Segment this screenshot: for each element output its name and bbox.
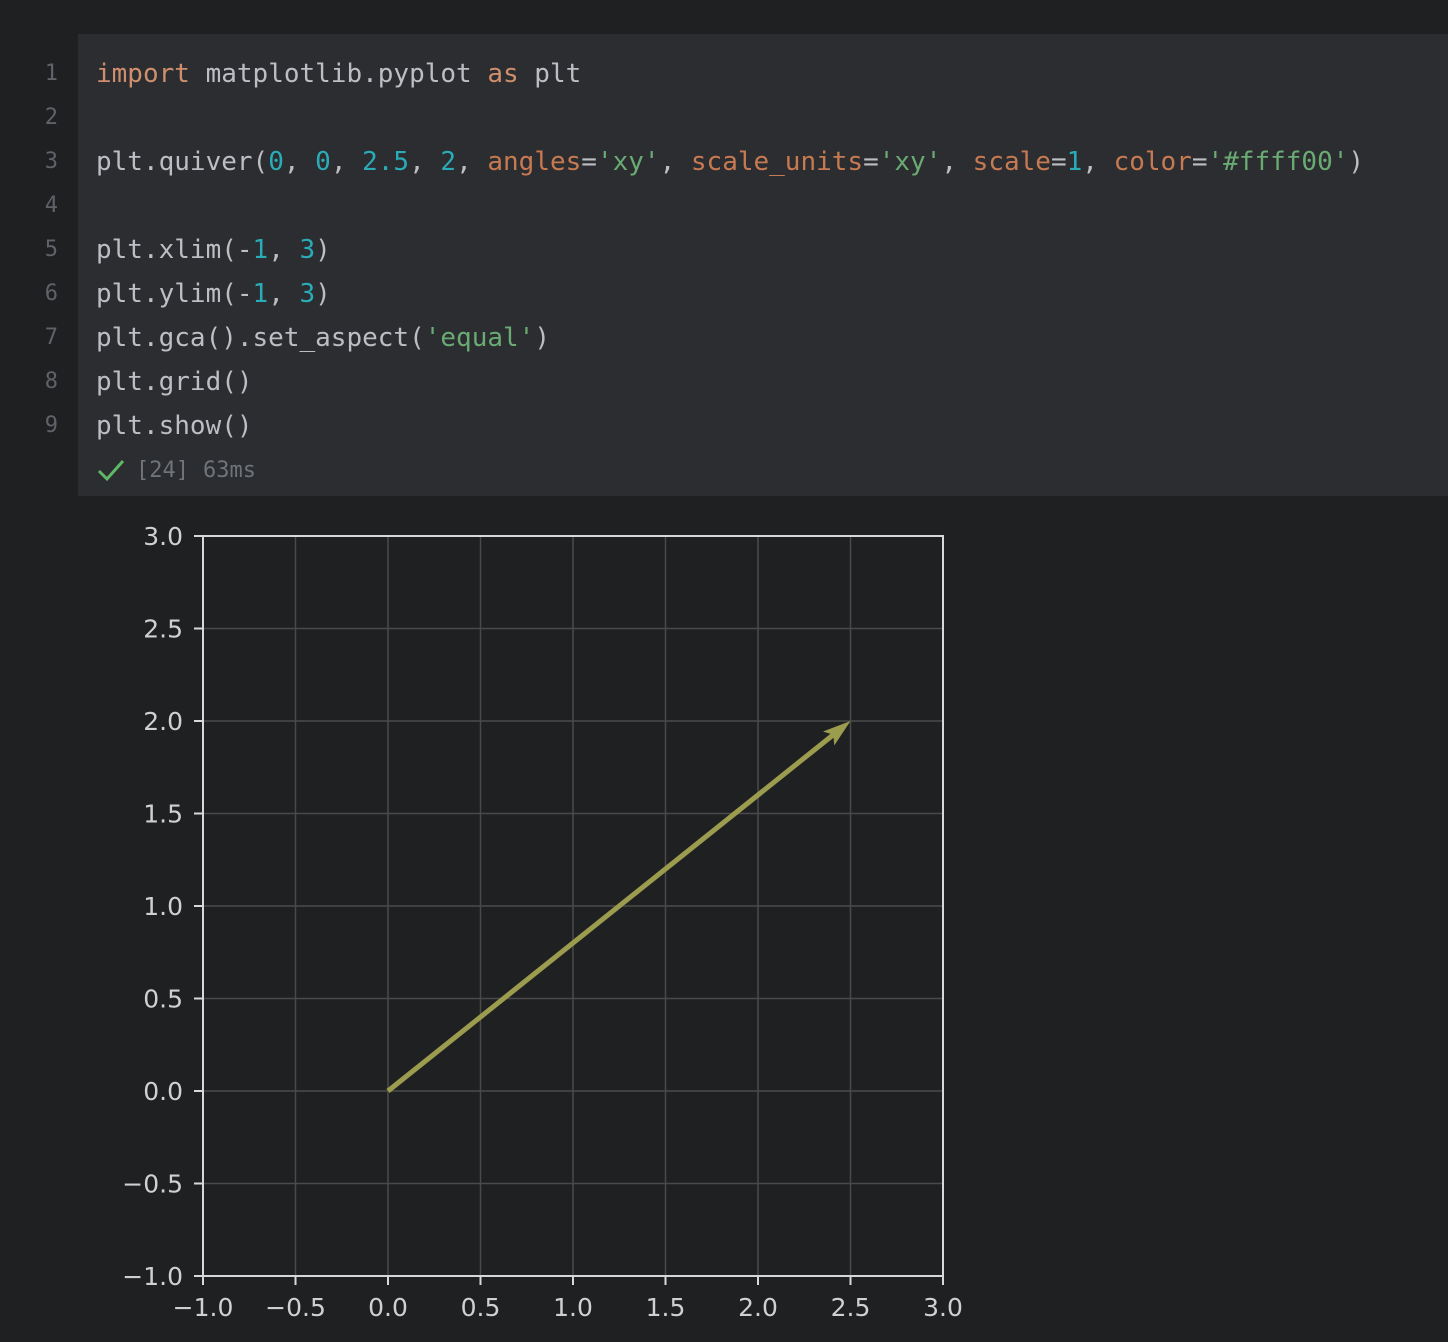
code-token: =: [1050, 147, 1067, 177]
y-tick-label: −0.5: [122, 1170, 183, 1199]
code-token: =: [1191, 147, 1208, 177]
line-number: 6: [44, 281, 58, 306]
x-tick-label: −1.0: [173, 1293, 234, 1322]
code-token: ): [1348, 147, 1365, 177]
line-number: 9: [44, 413, 58, 438]
code-token: ,: [283, 147, 316, 177]
code-token: angles: [487, 147, 582, 177]
code-line[interactable]: plt.quiver(0, 0, 2.5, 2, angles='xy', sc…: [96, 140, 1364, 184]
code-cell[interactable]: [78, 34, 1448, 496]
code-token: plt.show(): [96, 411, 253, 441]
code-token: as: [487, 59, 519, 89]
code-token: '#ffff00': [1207, 147, 1349, 177]
code-line[interactable]: plt.xlim(-1, 3): [96, 228, 331, 272]
code-token: plt.quiver(: [96, 147, 269, 177]
quiver-arrow-shaft: [386, 732, 835, 1093]
code-token: color: [1113, 147, 1192, 177]
code-token: ): [534, 323, 550, 353]
code-token: =: [581, 147, 597, 177]
code-token: 0: [315, 147, 331, 177]
execution-status: [24] 63ms: [96, 450, 256, 490]
y-tick-label: 2.0: [143, 707, 183, 736]
code-token: ,: [330, 147, 363, 177]
code-token: 3: [299, 279, 316, 309]
code-token: plt.ylim(-: [96, 279, 253, 309]
line-number: 2: [44, 105, 58, 130]
code-token: ,: [1082, 147, 1114, 177]
code-line[interactable]: plt.show(): [96, 404, 253, 448]
code-token: 'xy': [878, 147, 942, 177]
x-tick-label: 3.0: [923, 1293, 963, 1322]
code-token: 1: [1066, 147, 1083, 177]
code-token: plt: [518, 59, 582, 89]
code-line[interactable]: plt.ylim(-1, 3): [96, 272, 331, 316]
code-token: plt.gca().set_aspect(: [96, 323, 425, 353]
x-tick-label: 1.0: [553, 1293, 593, 1322]
quiver-chart: −1.0 −0.5 0.0 0.5 1.0 1.5 2.0 2.5 3.0 −1.0 −0.5 0.0…: [122, 522, 963, 1322]
x-tick-label: 2.0: [738, 1293, 778, 1322]
code-token: ,: [409, 147, 441, 177]
code-token: scale: [972, 147, 1051, 177]
code-token: 0: [268, 147, 284, 177]
code-token: ): [315, 279, 331, 309]
code-line[interactable]: plt.grid(): [96, 360, 253, 404]
y-tick-label: 0.0: [143, 1077, 183, 1106]
x-tick-label: 0.5: [461, 1293, 501, 1322]
code-token: 3: [299, 235, 316, 265]
y-tick-label: −1.0: [122, 1262, 183, 1291]
y-tick-label: 2.5: [143, 615, 183, 644]
code-token: 2.5: [362, 147, 410, 177]
code-token: ,: [268, 279, 300, 309]
execution-count: [24]: [136, 457, 189, 483]
code-token: 2: [440, 147, 457, 177]
line-number: 7: [44, 325, 58, 350]
x-tick-label: 0.0: [368, 1293, 408, 1322]
code-token: 'equal': [424, 323, 535, 353]
code-token: ,: [659, 147, 691, 177]
x-tick-label: 2.5: [831, 1293, 871, 1322]
code-token: plt.xlim(-: [96, 235, 253, 265]
code-token: 1: [252, 279, 269, 309]
code-token: 'xy': [596, 147, 660, 177]
line-number: 5: [44, 237, 58, 262]
code-token: =: [863, 147, 879, 177]
code-token: ,: [268, 235, 300, 265]
y-tick-label: 1.5: [143, 800, 183, 829]
y-tick-label: 1.0: [143, 892, 183, 921]
code-token: ,: [941, 147, 973, 177]
check-icon: [97, 460, 125, 482]
quiver-arrow-head: [823, 721, 851, 746]
code-token: scale_units: [690, 147, 864, 177]
code-token: import: [96, 59, 190, 89]
code-token: ): [315, 235, 331, 265]
line-number: 3: [44, 149, 58, 174]
x-tick-label: 1.5: [646, 1293, 686, 1322]
code-line[interactable]: plt.gca().set_aspect('equal'): [96, 316, 550, 360]
y-tick-label: 3.0: [143, 522, 183, 551]
line-number: 4: [44, 193, 58, 218]
y-tick-label: 0.5: [143, 985, 183, 1014]
code-token: ,: [456, 147, 488, 177]
line-number: 8: [44, 369, 58, 394]
x-tick-label: −0.5: [265, 1293, 326, 1322]
code-token: 1: [252, 235, 269, 265]
execution-duration: 63ms: [202, 457, 256, 483]
line-number: 1: [44, 61, 58, 86]
code-token: matplotlib.pyplot: [189, 59, 488, 89]
code-token: plt.grid(): [96, 367, 253, 397]
code-line[interactable]: import matplotlib.pyplot as plt: [96, 52, 581, 96]
